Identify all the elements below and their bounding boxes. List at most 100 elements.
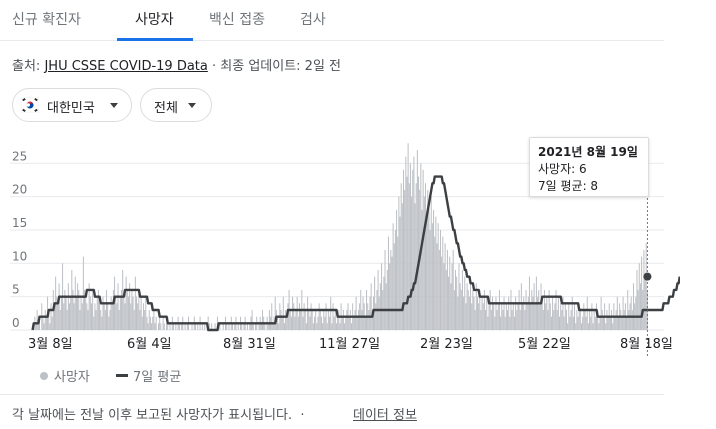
death-bar: [101, 316, 103, 330]
tooltip-date: 2021년 8월 19일: [538, 145, 638, 159]
death-bar: [255, 323, 257, 330]
death-bar: [146, 316, 148, 330]
death-bar: [574, 303, 576, 330]
chart-tooltip: 2021년 8월 19일 사망자: 6 7일 평균: 8: [529, 137, 649, 197]
death-bar: [538, 289, 540, 330]
death-bar: [433, 209, 435, 330]
tab-vaccinations[interactable]: 백신 접종: [209, 12, 265, 28]
death-bar: [362, 296, 364, 330]
region-label: 전체: [154, 101, 178, 116]
death-bar: [436, 243, 438, 330]
death-bar: [623, 309, 625, 330]
hover-point: [643, 272, 652, 281]
death-bar: [635, 296, 637, 330]
death-bar: [160, 323, 162, 330]
death-bar: [564, 303, 566, 330]
death-bar: [315, 309, 317, 330]
legend-deaths-marker: [40, 372, 48, 380]
death-bar: [590, 316, 592, 330]
death-bar: [108, 316, 110, 330]
death-bar: [50, 303, 52, 330]
death-bar: [364, 316, 366, 330]
death-bar: [507, 309, 509, 330]
death-bar: [80, 296, 82, 330]
death-bar: [407, 143, 409, 330]
death-bar: [473, 296, 475, 330]
death-bar: [512, 303, 514, 330]
death-bar: [324, 316, 326, 330]
death-bar: [116, 303, 118, 330]
death-bar: [67, 283, 69, 330]
death-bar: [614, 316, 616, 330]
death-bar: [71, 269, 73, 330]
death-bar: [123, 296, 125, 330]
death-bar: [611, 309, 613, 330]
death-bar: [163, 323, 165, 330]
death-bar: [132, 296, 134, 330]
death-bar: [178, 323, 180, 330]
data-info-link[interactable]: 데이터 정보: [353, 408, 417, 423]
country-dropdown[interactable]: 대한민국: [12, 88, 132, 122]
death-bar: [622, 296, 624, 330]
death-bar: [501, 303, 503, 330]
tab-new-cases[interactable]: 신규 확진자: [12, 12, 81, 28]
death-bar: [592, 323, 594, 330]
death-bar: [194, 323, 196, 330]
death-bar: [186, 323, 188, 330]
death-bar: [122, 269, 124, 330]
death-bar: [569, 316, 571, 330]
death-bar: [465, 303, 467, 330]
footer-separator: ·: [300, 408, 305, 423]
death-bar: [272, 323, 274, 330]
death-bar: [370, 283, 372, 330]
death-bar: [251, 309, 253, 330]
death-bar: [641, 256, 643, 330]
death-bar: [169, 323, 171, 330]
death-bar: [93, 316, 95, 330]
death-bar: [330, 296, 332, 330]
death-bar: [645, 243, 647, 330]
death-bar: [283, 323, 285, 330]
death-bar: [443, 263, 445, 330]
death-bar: [426, 216, 428, 330]
death-bar: [162, 316, 164, 330]
death-bar: [371, 309, 373, 330]
death-bar: [57, 303, 59, 330]
region-dropdown[interactable]: 전체: [140, 88, 212, 122]
death-bar: [56, 296, 58, 330]
death-bar: [580, 323, 583, 330]
death-bar: [120, 289, 123, 330]
death-bar: [485, 309, 487, 330]
death-bar: [258, 323, 260, 330]
y-tick-label: 20: [12, 183, 27, 197]
death-bar: [516, 309, 518, 330]
death-bar: [520, 283, 522, 330]
death-bar: [88, 283, 90, 330]
tab-deaths[interactable]: 사망자: [135, 12, 174, 28]
death-bar: [609, 316, 611, 330]
death-bar: [560, 303, 562, 330]
death-bar: [243, 323, 245, 330]
source-link[interactable]: JHU CSSE COVID-19 Data: [44, 59, 208, 74]
death-bar: [511, 309, 513, 330]
death-bar: [405, 156, 407, 330]
death-bar: [285, 309, 287, 330]
death-bar: [159, 316, 161, 330]
death-bar: [500, 316, 502, 330]
death-bar: [409, 163, 411, 330]
deaths-chart[interactable]: 0 5 10 15 20 25 3월 8일 6월 4일 8월 31일 11월 27일 2월 23일…: [0, 128, 680, 356]
death-bar: [453, 289, 455, 330]
death-bar: [474, 309, 476, 330]
tab-tests[interactable]: 검사: [300, 12, 326, 28]
daily-deaths-bars: [33, 143, 648, 330]
y-tick-label: 10: [12, 249, 27, 263]
death-bar: [53, 309, 55, 330]
death-bar: [48, 309, 50, 330]
death-bar: [147, 323, 149, 330]
death-bar: [65, 296, 67, 330]
death-bar: [294, 316, 296, 330]
death-bar: [360, 289, 362, 330]
death-bar: [490, 309, 492, 330]
death-bar: [110, 296, 112, 330]
death-bar: [126, 289, 128, 330]
